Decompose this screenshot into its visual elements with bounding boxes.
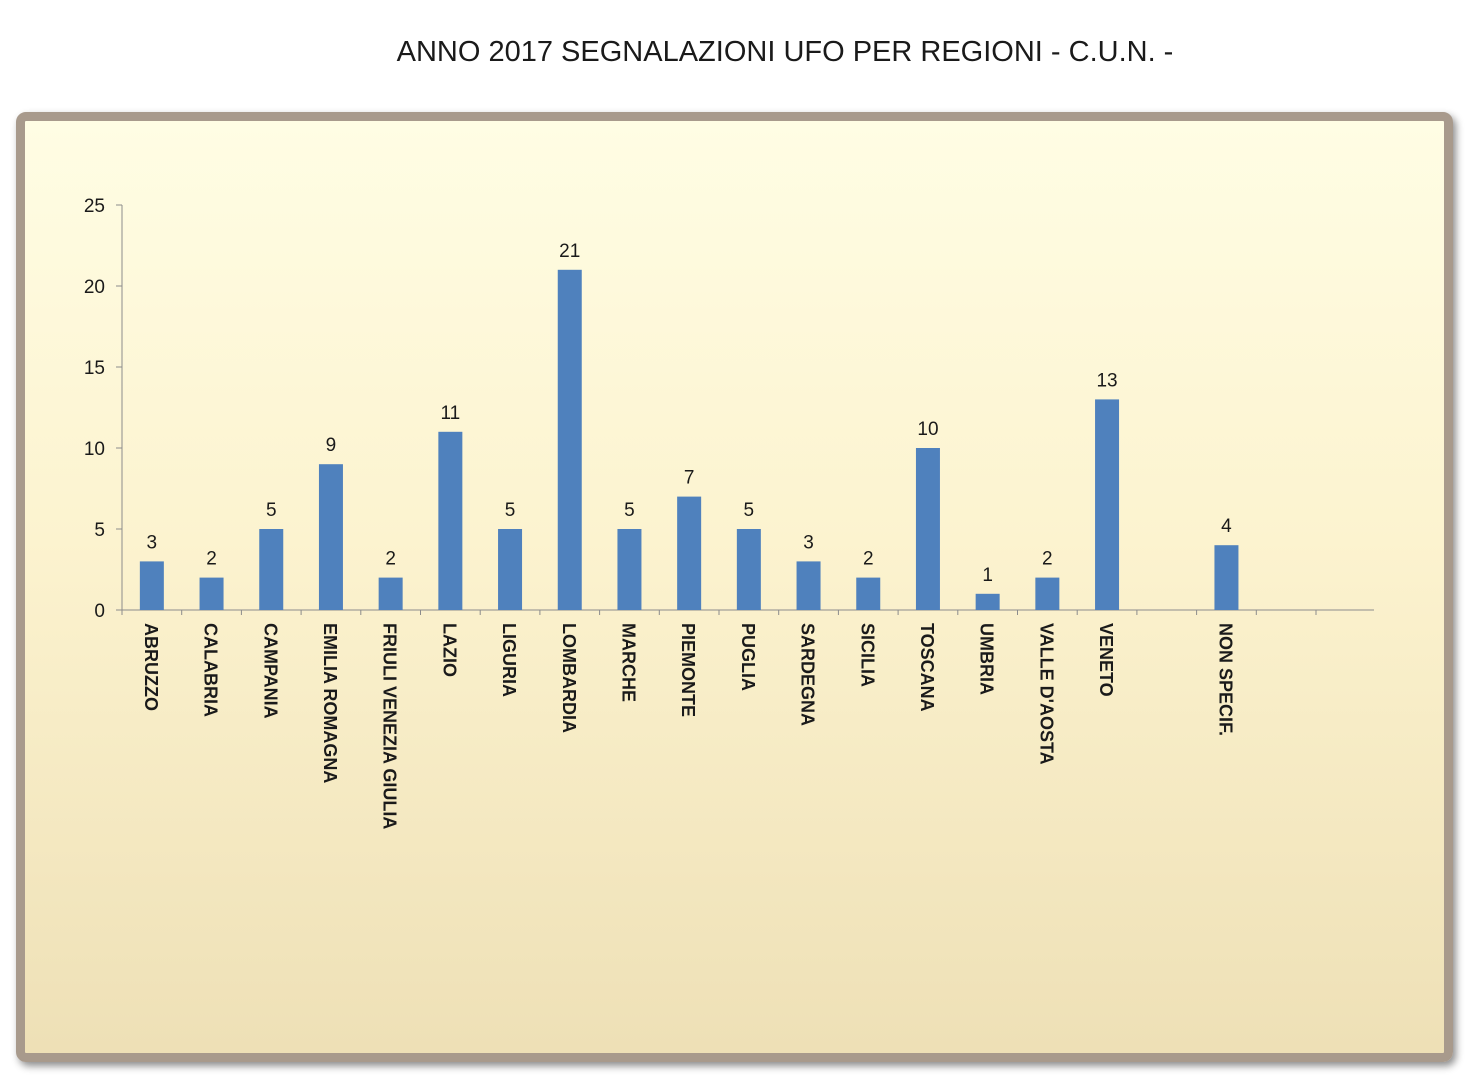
bar	[736, 529, 761, 610]
bar	[1035, 577, 1060, 610]
bar	[139, 561, 164, 610]
x-tick-label: LIGURIA	[499, 623, 519, 697]
bar-value-label: 7	[684, 468, 695, 489]
bar	[318, 464, 343, 610]
bar-value-label: 2	[385, 549, 396, 570]
bar-value-label: 4	[1221, 516, 1232, 537]
x-tick-label: SICILIA	[857, 623, 877, 687]
x-tick-label: PUGLIA	[738, 623, 758, 691]
x-tick-label: NON SPECIF.	[1215, 623, 1235, 736]
bar-value-label: 21	[559, 241, 580, 262]
y-tick-label: 5	[94, 520, 105, 541]
x-tick-label: MARCHE	[618, 623, 638, 702]
bar-value-label: 9	[326, 435, 337, 456]
y-tick-label: 10	[84, 439, 105, 460]
chart-frame	[16, 112, 1453, 1062]
chart-title: ANNO 2017 SEGNALAZIONI UFO PER REGIONI -…	[396, 36, 1174, 68]
bar	[498, 529, 523, 610]
bar	[438, 431, 463, 610]
bar	[557, 269, 582, 610]
bar	[1214, 545, 1239, 610]
bar-value-label: 13	[1096, 370, 1117, 391]
bar-value-label: 5	[505, 500, 516, 521]
x-tick-label: UMBRIA	[977, 623, 997, 695]
bar	[915, 448, 940, 610]
bar-value-label: 5	[266, 500, 277, 521]
bar	[259, 529, 284, 610]
x-tick-label: LAZIO	[439, 623, 459, 677]
x-tick-label: CAMPANIA	[260, 623, 280, 719]
x-tick-label: FRIULI VENEZIA GIULIA	[380, 623, 400, 829]
x-tick-label: EMILIA ROMAGNA	[320, 623, 340, 783]
bar	[677, 496, 702, 610]
x-tick-label: LOMBARDIA	[559, 623, 579, 733]
bar	[975, 593, 1000, 610]
x-tick-label: SARDEGNA	[798, 623, 818, 726]
bar-value-label: 1	[982, 565, 993, 586]
bar-value-label: 2	[206, 549, 217, 570]
x-tick-label: VALLE D'AOSTA	[1036, 623, 1056, 765]
x-tick-label: VENETO	[1096, 623, 1116, 697]
bar-value-label: 5	[624, 500, 635, 521]
bar	[796, 561, 821, 610]
y-tick-label: 15	[84, 358, 105, 379]
bar	[617, 529, 642, 610]
bar-value-label: 2	[863, 549, 874, 570]
x-tick-label: CALABRIA	[201, 623, 221, 717]
bar-value-label: 3	[803, 532, 814, 553]
x-tick-label: TOSCANA	[917, 623, 937, 712]
bar	[856, 577, 881, 610]
bar-value-label: 11	[440, 403, 460, 424]
bar-value-label: 3	[147, 532, 158, 553]
bar	[1095, 399, 1120, 610]
y-tick-label: 0	[94, 601, 105, 622]
bar-value-label: 10	[917, 419, 938, 440]
bar-value-label: 5	[744, 500, 755, 521]
x-tick-label: PIEMONTE	[678, 623, 698, 717]
x-tick-label: ABRUZZO	[141, 623, 161, 711]
bar-value-label: 2	[1042, 549, 1053, 570]
y-tick-label: 25	[84, 196, 105, 217]
bar	[378, 577, 403, 610]
bar	[199, 577, 224, 610]
y-tick-label: 20	[84, 277, 105, 298]
